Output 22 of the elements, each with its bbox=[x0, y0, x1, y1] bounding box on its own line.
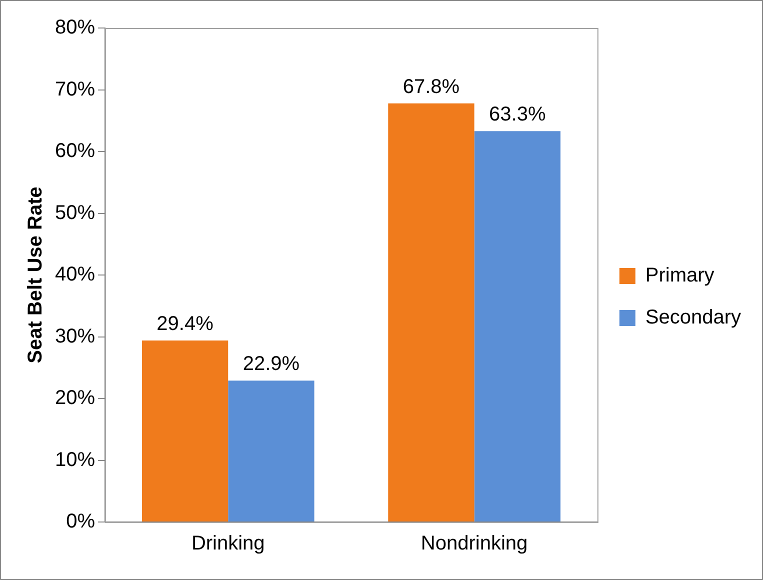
data-label: 67.8% bbox=[402, 76, 460, 98]
y-tick-label: 20% bbox=[55, 387, 96, 410]
legend-label: Primary bbox=[645, 264, 714, 287]
y-axis-title: Seat Belt Use Rate bbox=[24, 186, 47, 364]
y-tick-label: 70% bbox=[55, 78, 96, 100]
legend-label: Secondary bbox=[645, 306, 742, 329]
x-tick-label: Nondrinking bbox=[420, 532, 528, 555]
data-label: 29.4% bbox=[156, 312, 214, 335]
y-tick-label: 0% bbox=[66, 510, 96, 533]
bar bbox=[388, 103, 474, 522]
y-tick-label: 60% bbox=[55, 140, 96, 162]
bar bbox=[474, 131, 560, 522]
data-label: 22.9% bbox=[242, 353, 300, 376]
x-tick-label: Drinking bbox=[191, 532, 265, 555]
data-label: 63.3% bbox=[489, 104, 546, 126]
y-tick-label: 30% bbox=[55, 325, 96, 348]
y-tick-label: 40% bbox=[55, 264, 96, 286]
y-tick-label: 10% bbox=[55, 448, 96, 471]
y-tick-label: 50% bbox=[55, 202, 96, 224]
bar bbox=[142, 340, 228, 522]
bar bbox=[228, 380, 314, 522]
y-tick-label: 80% bbox=[55, 16, 96, 39]
